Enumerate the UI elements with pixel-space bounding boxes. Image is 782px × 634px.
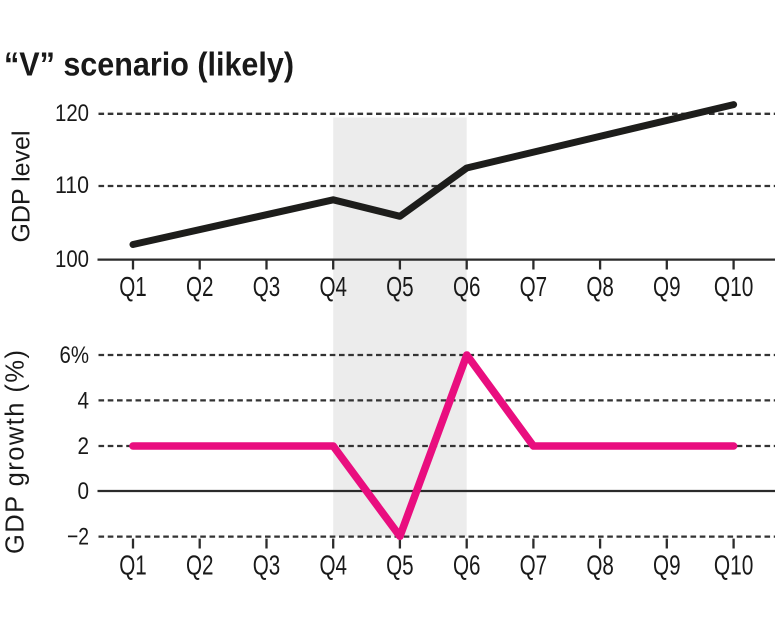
svg-text:GDP growth (%): GDP growth (%) [2, 350, 30, 554]
svg-text:Q8: Q8 [586, 271, 614, 302]
svg-text:GDP level: GDP level [8, 131, 36, 243]
svg-text:Q6: Q6 [453, 550, 481, 581]
svg-text:110: 110 [55, 172, 89, 199]
svg-text:Q9: Q9 [653, 271, 681, 302]
svg-text:Q1: Q1 [119, 550, 147, 581]
svg-text:Q7: Q7 [520, 271, 548, 302]
svg-text:100: 100 [55, 246, 89, 273]
svg-text:−2: −2 [67, 524, 89, 551]
svg-text:Q5: Q5 [386, 271, 414, 302]
svg-text:Q5: Q5 [386, 550, 414, 581]
svg-text:Q2: Q2 [186, 271, 214, 302]
svg-text:Q3: Q3 [253, 550, 281, 581]
svg-text:Q10: Q10 [714, 550, 754, 581]
svg-text:Q7: Q7 [520, 550, 548, 581]
svg-text:Q9: Q9 [653, 550, 681, 581]
svg-text:4: 4 [78, 387, 90, 414]
svg-text:Q2: Q2 [186, 550, 214, 581]
svg-text:Q1: Q1 [119, 271, 147, 302]
svg-text:Q8: Q8 [586, 550, 614, 581]
svg-text:Q4: Q4 [319, 271, 347, 302]
svg-text:6%: 6% [60, 342, 90, 369]
svg-text:120: 120 [55, 100, 89, 127]
svg-text:2: 2 [78, 433, 90, 460]
svg-text:Q4: Q4 [319, 550, 347, 581]
svg-text:Q10: Q10 [714, 271, 754, 302]
svg-text:“V” scenario (likely): “V” scenario (likely) [4, 46, 294, 83]
svg-text:0: 0 [78, 478, 90, 505]
svg-text:Q3: Q3 [253, 271, 281, 302]
svg-text:Q6: Q6 [453, 271, 481, 302]
